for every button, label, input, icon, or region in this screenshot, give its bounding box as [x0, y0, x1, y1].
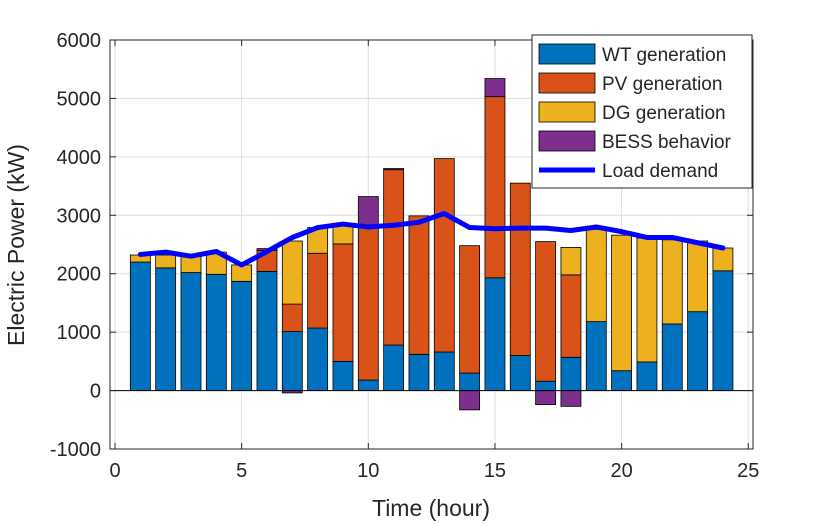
x-tick-label: 0	[109, 460, 120, 482]
bar-wt-generation	[256, 270, 278, 391]
legend-swatch	[538, 130, 596, 152]
bar-pv-generation	[459, 245, 481, 374]
bar-pv-generation	[383, 169, 405, 346]
y-axis-label: Electric Power (kW)	[3, 144, 29, 346]
bar-pv-generation	[357, 224, 379, 381]
bar-pv-generation	[509, 182, 531, 356]
bar-pv-generation	[433, 158, 455, 353]
x-tick-label: 20	[610, 460, 632, 482]
bar-wt-generation	[585, 321, 607, 391]
bar-wt-generation	[661, 323, 683, 391]
bar-dg-generation	[560, 247, 582, 276]
legend-swatch	[538, 43, 596, 65]
bar-wt-generation	[332, 360, 354, 391]
axes-box	[109, 39, 754, 450]
bar-wt-generation	[484, 277, 506, 391]
bar-dg-generation	[712, 247, 734, 272]
y-tick-label: 1000	[57, 322, 102, 344]
legend-label: PV generation	[602, 74, 722, 95]
bar-wt-generation	[129, 261, 151, 391]
bar-bess-behavior	[484, 78, 506, 98]
y-tick-label: 4000	[57, 147, 102, 169]
bar-wt-generation	[307, 327, 329, 391]
bar-pv-generation	[535, 241, 557, 382]
bar-dg-generation	[332, 224, 354, 245]
bar-wt-generation	[712, 270, 734, 391]
bar-pv-generation	[484, 96, 506, 279]
bar-wt-generation	[459, 372, 481, 391]
bar-wt-generation	[687, 311, 708, 391]
x-tick-label: 15	[484, 460, 506, 482]
bar-pv-generation	[332, 243, 354, 362]
bar-bess-behavior	[535, 390, 557, 405]
bar-pv-generation	[307, 252, 329, 329]
bar-wt-generation	[281, 331, 303, 391]
y-tick-label: 2000	[57, 264, 102, 286]
legend-swatch	[538, 72, 596, 94]
legend-label: Load demand	[602, 161, 718, 182]
bar-wt-generation	[636, 361, 658, 391]
x-tick-label: 10	[357, 460, 379, 482]
bar-wt-generation	[383, 344, 405, 391]
y-tick-label: 6000	[57, 30, 102, 52]
bar-dg-generation	[281, 240, 303, 305]
x-tick-label: 5	[236, 460, 247, 482]
bar-wt-generation	[433, 351, 455, 391]
bar-wt-generation	[205, 273, 227, 391]
bar-dg-generation	[611, 234, 632, 372]
y-tick-label: -1000	[50, 439, 101, 461]
legend-swatch	[538, 101, 596, 123]
bar-bess-behavior	[357, 196, 379, 226]
bar-pv-generation	[281, 303, 303, 332]
bar-bess-behavior	[459, 390, 481, 411]
bar-wt-generation	[611, 370, 632, 391]
bar-wt-generation	[560, 356, 582, 391]
bar-wt-generation	[408, 353, 430, 391]
legend-label: BESS behavior	[602, 132, 732, 153]
y-tick-label: 0	[90, 381, 101, 403]
load-demand-line	[137, 211, 726, 268]
bar-pv-generation	[560, 274, 582, 358]
y-tick-label: 3000	[57, 205, 102, 227]
bar-wt-generation	[535, 380, 557, 391]
legend-label: WT generation	[602, 45, 726, 66]
legend-label: DG generation	[602, 103, 726, 124]
x-axis-label: Time (hour)	[372, 495, 490, 521]
bar-pv-generation	[408, 215, 430, 355]
bar-wt-generation	[357, 379, 379, 391]
legend[interactable]: WT generation PV generation DG generation B…	[531, 34, 753, 189]
bar-bess-behavior	[560, 390, 582, 407]
bar-dg-generation	[155, 254, 177, 269]
bar-dg-generation	[585, 228, 607, 323]
bar-wt-generation	[509, 355, 531, 391]
bar-wt-generation	[180, 272, 202, 391]
bar-wt-generation	[231, 280, 253, 391]
bar-dg-generation	[636, 237, 658, 363]
tick-labels: -1000 0 1000 2000 3000 4000 5000 6000 0 5 10 15 20 25	[50, 30, 760, 482]
y-tick-label: 5000	[57, 88, 102, 110]
bar-wt-generation	[155, 267, 177, 391]
bar-dg-generation	[661, 239, 683, 325]
x-tick-label: 25	[737, 460, 759, 482]
bar-dg-generation	[687, 240, 708, 313]
bar-bess-behavior	[383, 168, 405, 171]
